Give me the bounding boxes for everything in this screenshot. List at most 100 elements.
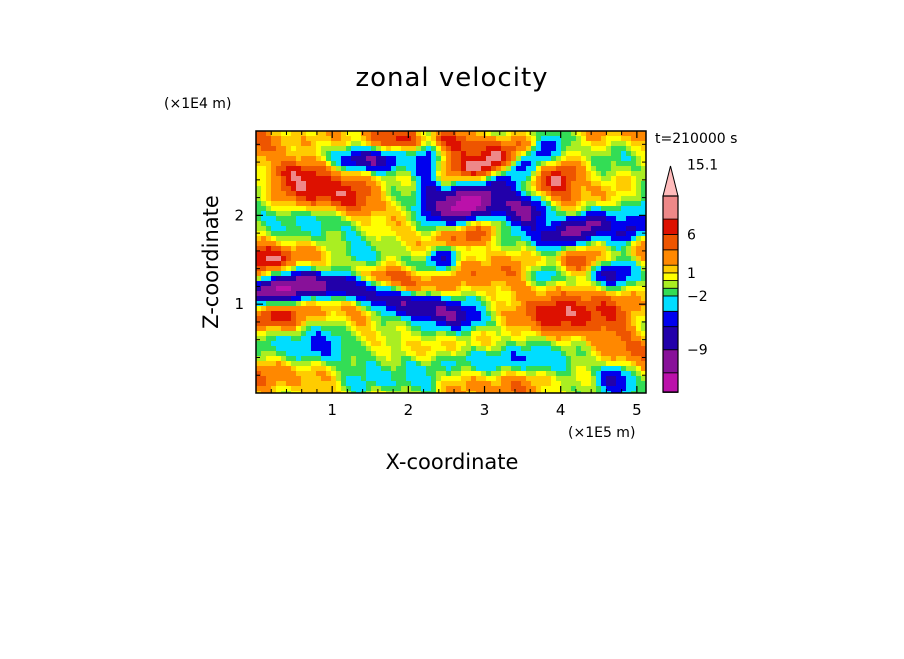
field-cell	[531, 281, 537, 287]
field-cell	[536, 206, 542, 212]
field-cell	[426, 196, 432, 202]
field-cell	[311, 286, 317, 292]
field-cell	[266, 201, 272, 207]
field-cell	[521, 186, 527, 192]
field-cell	[456, 261, 462, 267]
field-cell	[526, 196, 532, 202]
field-cell	[591, 281, 597, 287]
field-cell	[491, 186, 497, 192]
field-cell	[431, 171, 437, 177]
field-cell	[366, 271, 372, 277]
field-cell	[311, 356, 317, 362]
field-cell	[636, 266, 642, 272]
field-cell	[276, 206, 282, 212]
field-cell	[486, 366, 492, 372]
field-cell	[471, 211, 477, 217]
field-cell	[281, 361, 287, 367]
field-cell	[506, 336, 512, 342]
field-cell	[356, 286, 362, 292]
field-cell	[351, 291, 357, 297]
field-cell	[256, 181, 262, 187]
field-cell	[416, 301, 422, 307]
field-cell	[636, 306, 642, 312]
field-cell	[596, 316, 602, 322]
field-cell	[266, 311, 272, 317]
field-cell	[336, 386, 342, 392]
field-cell	[401, 151, 407, 157]
field-cell	[381, 211, 387, 217]
field-cell	[371, 146, 377, 152]
field-cell	[506, 391, 512, 393]
field-cell	[326, 321, 332, 327]
field-cell	[431, 316, 437, 322]
field-cell	[466, 271, 472, 277]
field-cell	[631, 191, 637, 197]
field-cell	[581, 186, 587, 192]
field-cell	[556, 366, 562, 372]
field-cell	[266, 381, 272, 387]
field-cell	[556, 271, 562, 277]
field-cell	[451, 291, 457, 297]
field-cell	[546, 206, 552, 212]
field-cell	[621, 316, 627, 322]
field-cell	[491, 256, 497, 262]
field-cell	[346, 216, 352, 222]
field-cell	[546, 211, 552, 217]
field-cell	[566, 376, 572, 382]
field-cell	[516, 306, 522, 312]
field-cell	[431, 376, 437, 382]
field-cell	[366, 151, 372, 157]
y-tick-label: 1	[234, 295, 244, 313]
field-cell	[516, 366, 522, 372]
field-cell	[571, 171, 577, 177]
field-cell	[596, 151, 602, 157]
field-cell	[581, 361, 587, 367]
field-cell	[286, 221, 292, 227]
field-cell	[481, 391, 487, 393]
field-cell	[441, 291, 447, 297]
field-cell	[376, 176, 382, 182]
field-cell	[496, 361, 502, 367]
field-cell	[621, 231, 627, 237]
field-cell	[466, 251, 472, 257]
field-cell	[406, 176, 412, 182]
field-cell	[626, 336, 632, 342]
field-cell	[606, 306, 612, 312]
colorbar-label: 6	[687, 227, 696, 243]
field-cell	[256, 326, 262, 332]
field-cell	[466, 356, 472, 362]
field-cell	[411, 301, 417, 307]
field-cell	[321, 381, 327, 387]
field-cell	[626, 176, 632, 182]
field-cell	[531, 361, 537, 367]
field-cell	[321, 236, 327, 242]
field-cell	[271, 156, 277, 162]
field-cell	[431, 216, 437, 222]
field-cell	[551, 341, 557, 347]
field-cell	[386, 331, 392, 337]
field-cell	[491, 246, 497, 252]
field-cell	[476, 181, 482, 187]
field-cell	[386, 226, 392, 232]
field-cell	[386, 236, 392, 242]
field-cell	[381, 331, 387, 337]
field-cell	[371, 361, 377, 367]
field-cell	[546, 201, 552, 207]
field-cell	[436, 316, 442, 322]
field-cell	[466, 346, 472, 352]
field-cell	[511, 186, 517, 192]
field-cell	[606, 161, 612, 167]
field-cell	[626, 321, 632, 327]
field-cell	[501, 226, 507, 232]
field-cell	[326, 201, 332, 207]
field-cell	[411, 256, 417, 262]
field-cell	[316, 336, 322, 342]
field-cell	[476, 206, 482, 212]
field-cell	[291, 271, 297, 277]
field-cell	[311, 191, 317, 197]
field-cell	[521, 286, 527, 292]
field-cell	[331, 216, 337, 222]
field-cell	[521, 261, 527, 267]
field-cell	[511, 181, 517, 187]
field-cell	[276, 161, 282, 167]
